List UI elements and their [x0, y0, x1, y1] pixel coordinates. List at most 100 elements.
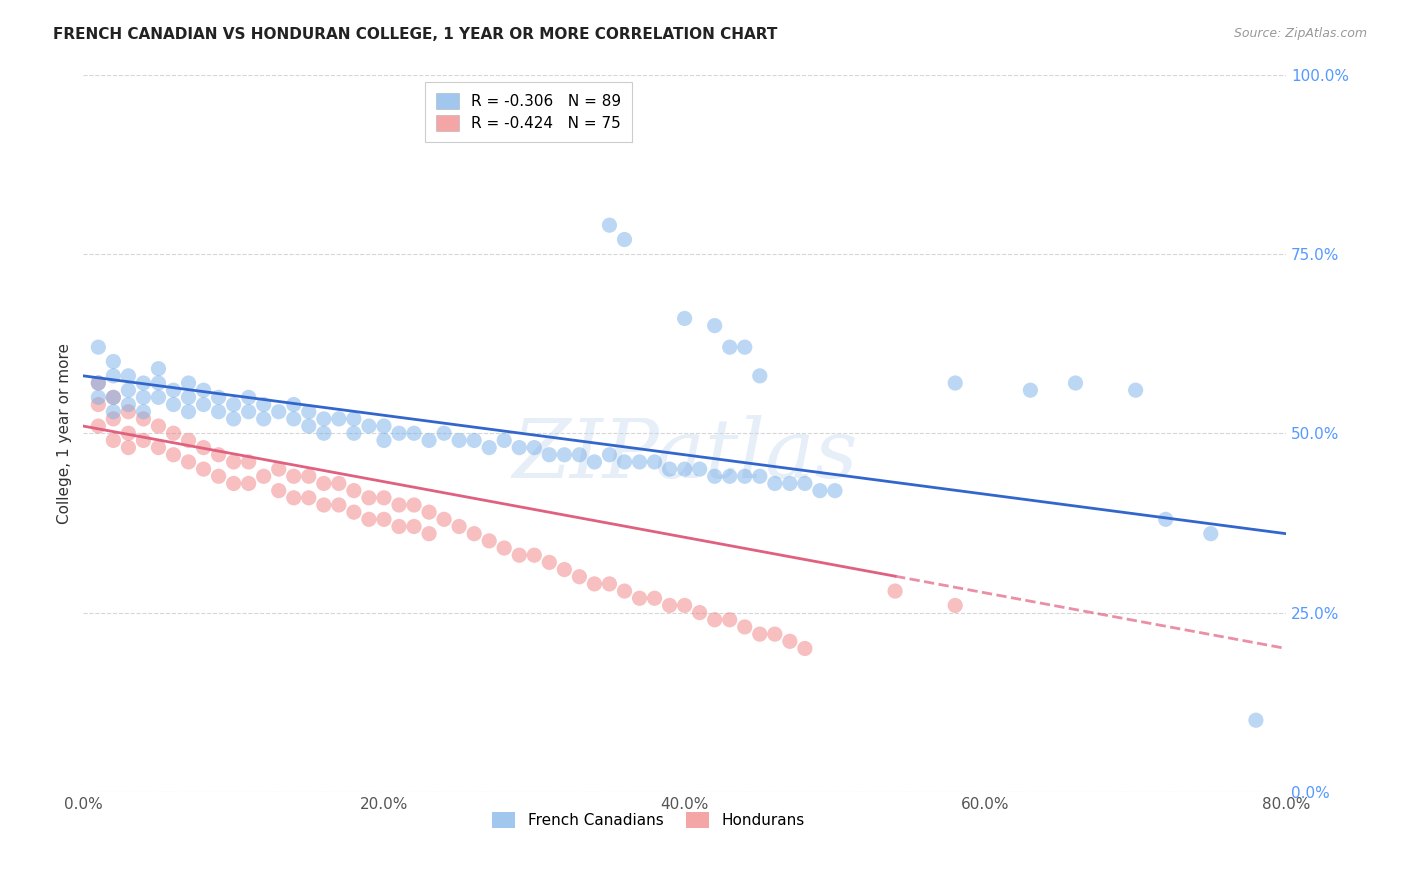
Point [943, 376, 966, 390]
Point [478, 441, 501, 455]
Point [312, 476, 335, 491]
Text: FRENCH CANADIAN VS HONDURAN COLLEGE, 1 YEAR OR MORE CORRELATION CHART: FRENCH CANADIAN VS HONDURAN COLLEGE, 1 Y… [53, 27, 778, 42]
Point [1199, 526, 1222, 541]
Point [177, 434, 200, 448]
Point [193, 441, 215, 455]
Point [298, 419, 321, 434]
Point [193, 383, 215, 397]
Point [613, 584, 636, 599]
Point [703, 469, 725, 483]
Point [568, 448, 591, 462]
Point [673, 311, 696, 326]
Point [222, 455, 245, 469]
Point [463, 526, 485, 541]
Point [418, 434, 440, 448]
Point [703, 318, 725, 333]
Point [238, 455, 260, 469]
Point [267, 405, 290, 419]
Point [748, 469, 770, 483]
Point [207, 448, 229, 462]
Point [267, 483, 290, 498]
Point [402, 519, 425, 533]
Point [328, 476, 350, 491]
Point [267, 462, 290, 476]
Point [734, 469, 756, 483]
Point [523, 548, 546, 562]
Point [644, 591, 666, 606]
Point [1064, 376, 1087, 390]
Point [583, 455, 606, 469]
Point [103, 434, 125, 448]
Point [494, 541, 516, 555]
Point [132, 434, 155, 448]
Point [222, 476, 245, 491]
Point [373, 419, 395, 434]
Point [343, 412, 366, 426]
Point [312, 426, 335, 441]
Y-axis label: College, 1 year or more: College, 1 year or more [58, 343, 72, 524]
Point [87, 340, 110, 354]
Point [177, 455, 200, 469]
Point [132, 412, 155, 426]
Point [103, 390, 125, 404]
Point [763, 476, 786, 491]
Point [238, 405, 260, 419]
Point [538, 448, 561, 462]
Point [523, 441, 546, 455]
Point [253, 469, 276, 483]
Point [449, 519, 471, 533]
Point [1244, 713, 1267, 727]
Point [207, 405, 229, 419]
Point [283, 469, 305, 483]
Point [148, 376, 170, 390]
Point [402, 498, 425, 512]
Point [658, 462, 681, 476]
Point [613, 233, 636, 247]
Point [117, 383, 139, 397]
Point [103, 390, 125, 404]
Point [628, 591, 651, 606]
Point [328, 412, 350, 426]
Point [388, 519, 411, 533]
Point [357, 491, 380, 505]
Point [117, 405, 139, 419]
Point [718, 613, 741, 627]
Point [718, 340, 741, 354]
Point [449, 434, 471, 448]
Point [644, 455, 666, 469]
Point [117, 368, 139, 383]
Point [132, 405, 155, 419]
Point [87, 376, 110, 390]
Point [238, 390, 260, 404]
Point [148, 419, 170, 434]
Point [132, 376, 155, 390]
Point [718, 469, 741, 483]
Point [162, 426, 184, 441]
Text: ZIPatlas: ZIPatlas [512, 415, 858, 495]
Text: Source: ZipAtlas.com: Source: ZipAtlas.com [1233, 27, 1367, 40]
Point [162, 383, 184, 397]
Point [148, 361, 170, 376]
Point [793, 476, 815, 491]
Point [103, 368, 125, 383]
Point [343, 426, 366, 441]
Point [357, 512, 380, 526]
Point [312, 498, 335, 512]
Point [117, 441, 139, 455]
Point [433, 512, 456, 526]
Point [628, 455, 651, 469]
Point [312, 412, 335, 426]
Point [283, 398, 305, 412]
Point [207, 469, 229, 483]
Point [402, 426, 425, 441]
Point [298, 491, 321, 505]
Point [207, 390, 229, 404]
Point [117, 426, 139, 441]
Point [103, 354, 125, 368]
Point [238, 476, 260, 491]
Point [253, 412, 276, 426]
Point [132, 390, 155, 404]
Point [193, 398, 215, 412]
Point [748, 627, 770, 641]
Point [884, 584, 907, 599]
